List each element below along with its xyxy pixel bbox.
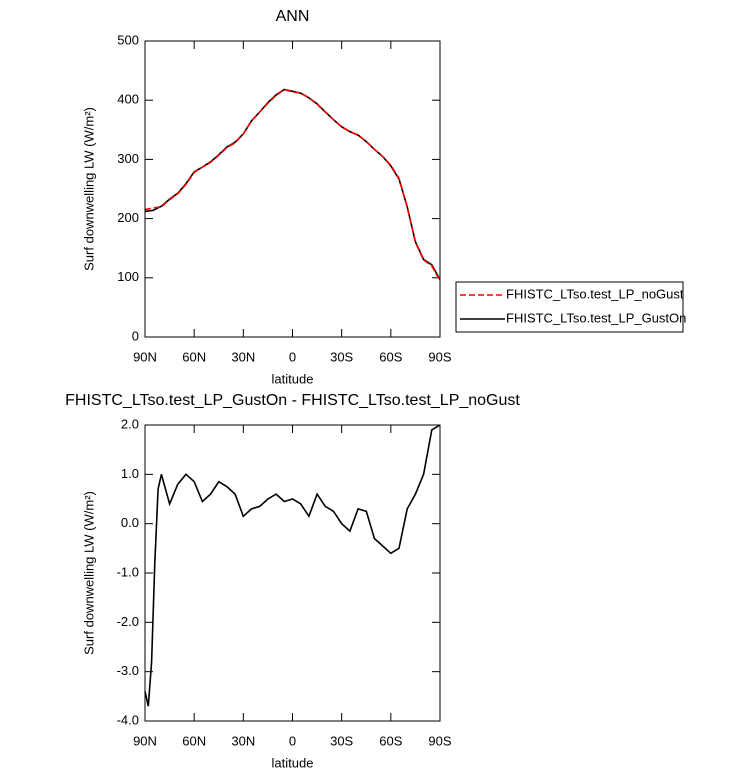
data-line — [144, 424, 441, 707]
x-tick-label: 90S — [428, 349, 451, 364]
x-tick-label: 90S — [428, 733, 451, 748]
x-tick-label: 30S — [330, 349, 353, 364]
y-tick-label: 300 — [117, 151, 139, 166]
x-tick-label: 60S — [379, 349, 402, 364]
y-tick-label: 500 — [117, 32, 139, 47]
y-tick-label: 0 — [132, 328, 139, 343]
x-tick-label: 30S — [330, 733, 353, 748]
legend-label: FHISTC_LTso.test_LP_GustOn — [506, 310, 686, 325]
x-tick-label: 90N — [133, 733, 157, 748]
y-tick-label: -2.0 — [117, 614, 139, 629]
y-tick-label: -1.0 — [117, 564, 139, 579]
legend: FHISTC_LTso.test_LP_noGust FHISTC_LTso.te… — [455, 281, 686, 333]
y-axis-label: Surf downwelling LW (W/m²) — [81, 491, 96, 655]
plot-frame — [144, 40, 441, 338]
y-axis-label: Surf downwelling LW (W/m²) — [81, 107, 96, 271]
x-axis-label: latitude — [272, 371, 314, 386]
y-tick-label: -4.0 — [117, 712, 139, 727]
y-tick-label: 400 — [117, 92, 139, 107]
y-tick-label: 1.0 — [121, 466, 139, 481]
x-axis-label: latitude — [272, 755, 314, 770]
legend-box — [455, 281, 684, 333]
legend-label: FHISTC_LTso.test_LP_noGust — [506, 286, 684, 301]
x-tick-label: 60S — [379, 733, 402, 748]
data-line — [144, 88, 441, 282]
plot-frame — [144, 424, 441, 722]
y-tick-label: 100 — [117, 269, 139, 284]
x-tick-label: 60N — [182, 349, 206, 364]
chart-title: FHISTC_LTso.test_LP_GustOn - FHISTC_LTso… — [65, 392, 520, 409]
x-tick-label: 90N — [133, 349, 157, 364]
y-tick-label: 200 — [117, 210, 139, 225]
y-tick-label: 2.0 — [121, 416, 139, 431]
y-tick-label: 0.0 — [121, 515, 139, 530]
x-tick-label: 30N — [231, 733, 255, 748]
x-tick-label: 0 — [289, 349, 296, 364]
chart-title: ANN — [276, 8, 310, 25]
y-tick-label: -3.0 — [117, 663, 139, 678]
x-tick-label: 60N — [182, 733, 206, 748]
x-tick-label: 30N — [231, 349, 255, 364]
x-tick-label: 0 — [289, 733, 296, 748]
data-line — [144, 88, 441, 280]
